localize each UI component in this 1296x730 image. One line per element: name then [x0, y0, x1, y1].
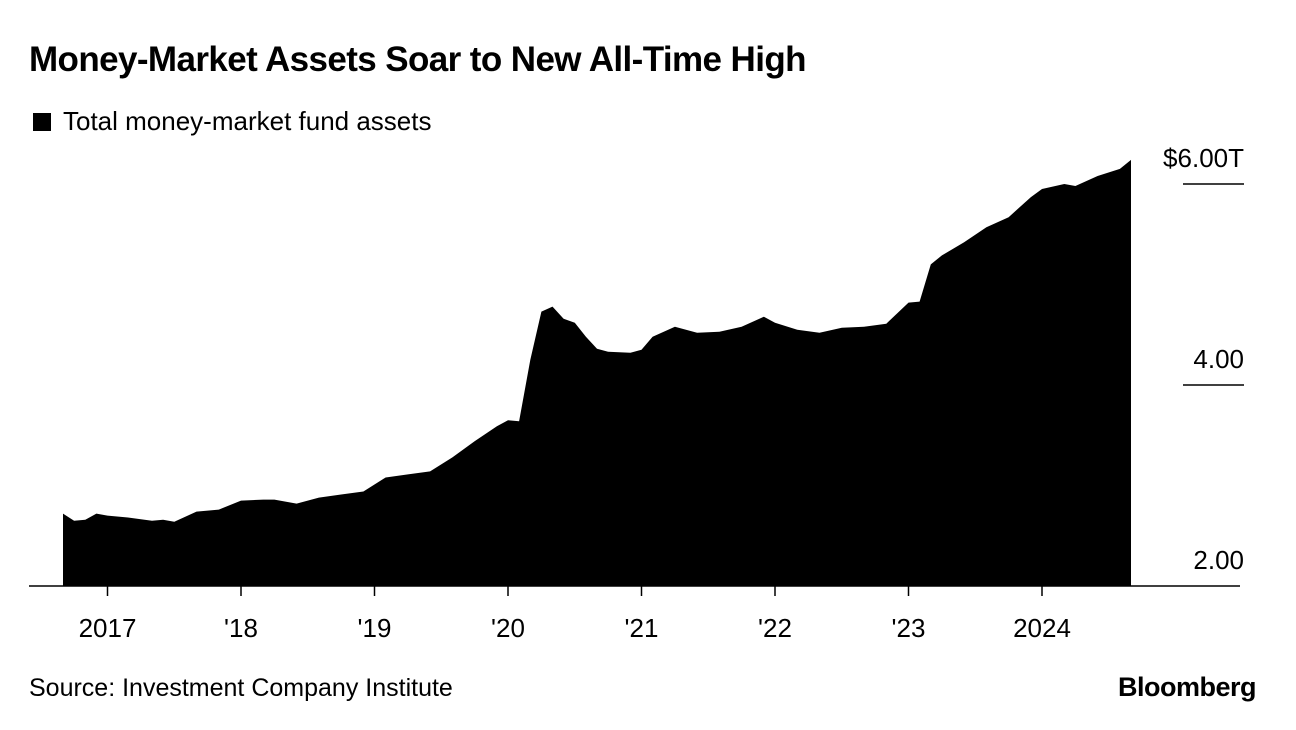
legend-swatch — [33, 112, 51, 131]
y-axis: 2.00 4.00 $6.00T — [1163, 143, 1244, 575]
x-tick-label-5: '22 — [758, 613, 792, 643]
area-layer — [63, 159, 1131, 586]
y-tick-label-0: 2.00 — [1193, 545, 1244, 575]
x-tick-label-0: 2017 — [79, 613, 137, 643]
y-tick-label-2: $6.00T — [1163, 143, 1244, 173]
bloomberg-logo: Bloomberg — [1117, 672, 1257, 702]
legend-label: Total money-market fund assets — [63, 106, 432, 136]
x-tick-label-2: '19 — [358, 613, 392, 643]
x-tick-label-4: '21 — [625, 613, 659, 643]
x-tick-label-7: 2024 — [1013, 613, 1071, 643]
x-tick-label-6: '23 — [892, 613, 926, 643]
legend: Total money-market fund assets — [33, 106, 432, 137]
x-tick-label-3: '20 — [491, 613, 525, 643]
source-note: Source: Investment Company Institute — [29, 674, 453, 702]
y-tick-label-1: 4.00 — [1193, 344, 1244, 374]
x-axis: 2017 '18 '19 '20 '21 '22 '23 2024 — [29, 585, 1240, 643]
x-tick-label-1: '18 — [224, 613, 258, 643]
series-area-0 — [63, 159, 1131, 586]
chart-title: Money-Market Assets Soar to New All-Time… — [29, 40, 806, 79]
